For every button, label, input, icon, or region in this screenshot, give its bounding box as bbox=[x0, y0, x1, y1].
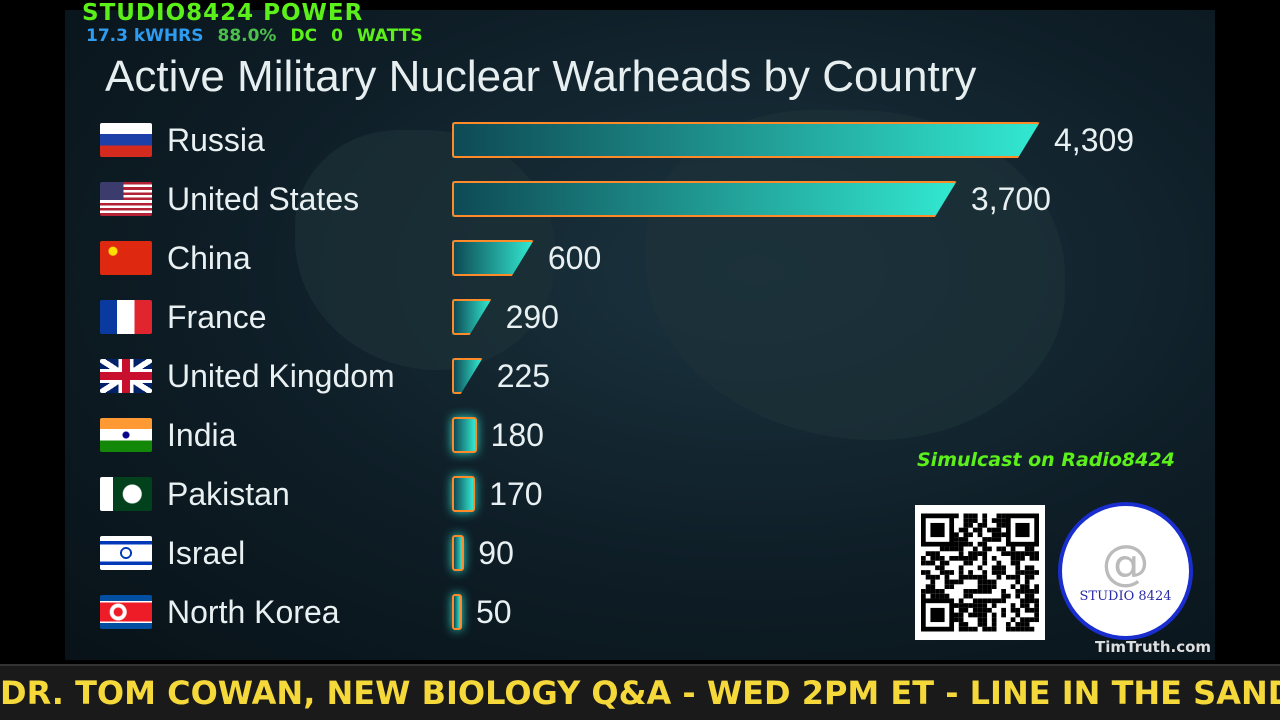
power-stat: 17.3 kWHRS bbox=[86, 26, 204, 46]
value-label: 180 bbox=[490, 417, 544, 453]
simulcast-label: Simulcast on Radio8424 bbox=[917, 449, 1175, 471]
power-overlay-title: STUDIO8424 POWER bbox=[82, 0, 364, 26]
uk-flag-icon bbox=[100, 359, 152, 393]
map-eurasia-africa bbox=[645, 110, 1065, 440]
category-label: United Kingdom bbox=[167, 357, 395, 394]
north-korea-flag-icon bbox=[100, 595, 152, 629]
value-label: 3,700 bbox=[970, 181, 1051, 217]
chart-title: Active Military Nuclear Warheads by Coun… bbox=[105, 52, 977, 101]
bar bbox=[452, 358, 483, 394]
bar-row: France bbox=[100, 297, 267, 337]
bar-row: Israel bbox=[100, 533, 245, 573]
category-label: United States bbox=[167, 180, 360, 217]
at-symbol-icon: @ bbox=[1101, 535, 1150, 591]
value-label: 290 bbox=[505, 299, 559, 335]
news-ticker: DR. TOM COWAN, NEW BIOLOGY Q&A - WED 2PM… bbox=[0, 664, 1280, 720]
india-flag-icon bbox=[100, 418, 152, 452]
watermark: TimTruth.com bbox=[1095, 638, 1212, 656]
bar-row: North Korea bbox=[100, 592, 340, 632]
category-label: France bbox=[167, 298, 267, 335]
china-flag-icon bbox=[100, 241, 152, 275]
category-label: Israel bbox=[167, 534, 246, 571]
bar bbox=[452, 476, 476, 512]
category-label: China bbox=[167, 239, 251, 276]
power-overlay-stats: 17.3 kWHRS 88.0% DC 0 WATTS bbox=[86, 26, 423, 46]
bar bbox=[452, 417, 477, 453]
russia-flag-icon bbox=[100, 123, 152, 157]
value-label: 600 bbox=[547, 240, 602, 276]
bar-row: United States bbox=[100, 179, 359, 219]
bar bbox=[452, 181, 957, 217]
category-label: India bbox=[167, 416, 237, 453]
bar-row: India bbox=[100, 415, 236, 455]
pakistan-flag-icon bbox=[100, 477, 152, 511]
usa-flag-icon bbox=[100, 182, 152, 216]
qr-code[interactable] bbox=[915, 505, 1045, 640]
category-label: Russia bbox=[167, 121, 265, 158]
bar-row: United Kingdom bbox=[100, 356, 395, 396]
france-flag-icon bbox=[100, 300, 152, 334]
category-label: Pakistan bbox=[167, 475, 290, 512]
power-stat: WATTS bbox=[356, 26, 423, 46]
value-label: 170 bbox=[489, 476, 543, 512]
video-frame: Active Military Nuclear Warheads by Coun… bbox=[65, 10, 1215, 660]
bar-row: Russia bbox=[100, 120, 265, 160]
bar bbox=[452, 594, 462, 630]
israel-flag-icon bbox=[100, 536, 152, 570]
value-label: 225 bbox=[496, 358, 551, 394]
value-label: 90 bbox=[478, 535, 514, 571]
power-stat: 0 bbox=[331, 26, 343, 46]
power-stat: DC bbox=[290, 26, 318, 46]
power-stat: 88.0% bbox=[217, 26, 277, 46]
category-label: North Korea bbox=[167, 593, 340, 630]
value-label: 50 bbox=[476, 594, 512, 630]
studio-logo: @ STUDIO 8424 bbox=[1058, 502, 1193, 640]
logo-text: STUDIO 8424 bbox=[1079, 589, 1172, 604]
bar bbox=[452, 122, 1040, 158]
bar-row: China bbox=[100, 238, 251, 278]
bar-row: Pakistan bbox=[100, 474, 290, 514]
value-label: 4,309 bbox=[1054, 122, 1135, 158]
bar bbox=[452, 535, 465, 571]
